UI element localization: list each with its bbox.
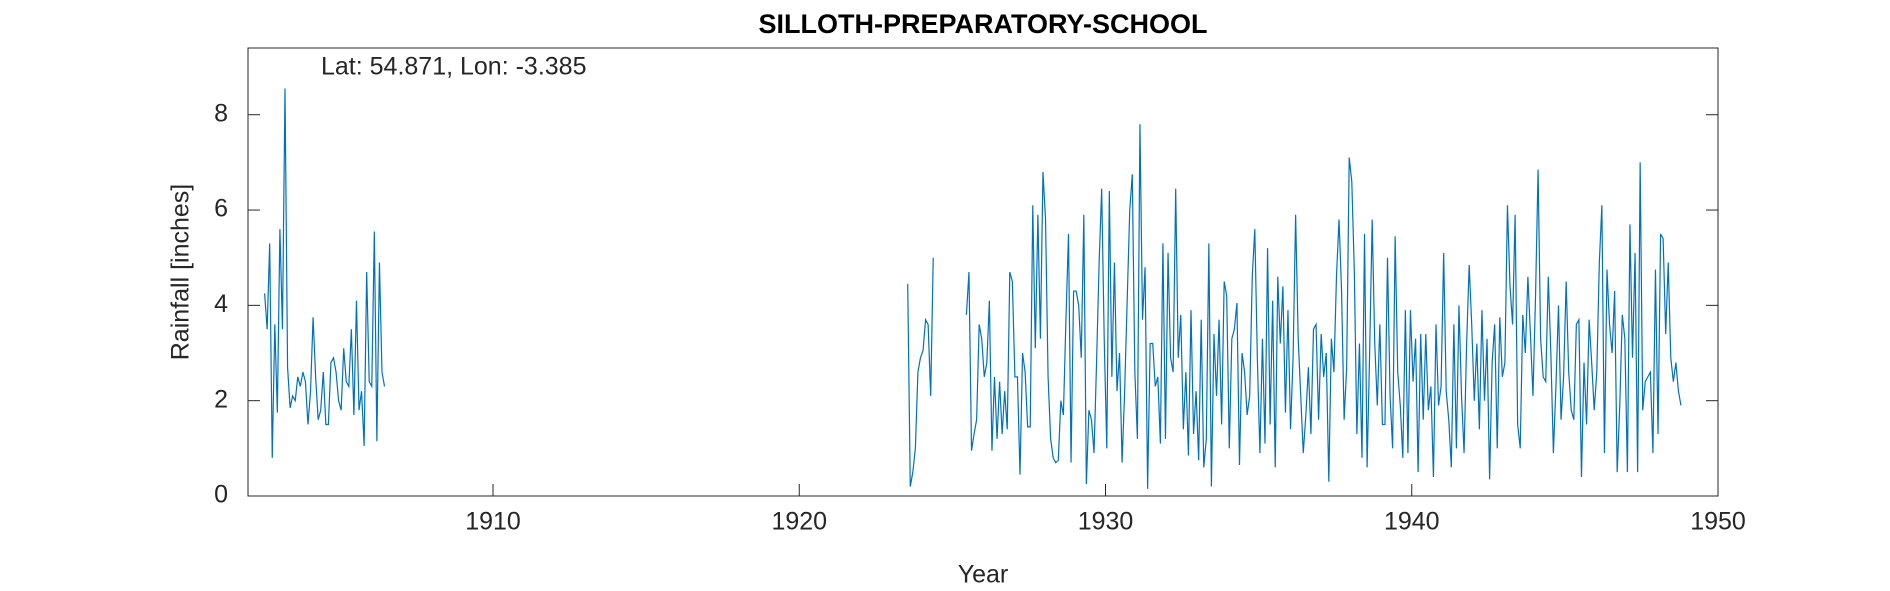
plot-box	[247, 47, 1719, 497]
x-tick-label: 1930	[1078, 508, 1134, 536]
x-axis-label: Year	[958, 561, 1009, 589]
y-tick-label: 0	[214, 481, 228, 509]
chart-title: SILLOTH-PREPARATORY-SCHOOL	[758, 9, 1207, 39]
y-tick-label: 6	[214, 195, 228, 223]
annotation: Lat: 54.871, Lon: -3.385	[321, 53, 587, 81]
y-axis-label: Rainfall [inches]	[167, 184, 195, 360]
x-tick-label: 1920	[771, 508, 827, 536]
y-tick-label: 4	[214, 290, 228, 318]
y-tick-label: 2	[214, 385, 228, 413]
y-tick-label: 8	[214, 99, 228, 127]
x-tick-label: 1910	[465, 508, 521, 536]
x-tick-label: 1940	[1384, 508, 1440, 536]
x-tick-label: 1950	[1690, 508, 1746, 536]
rainfall-line	[264, 88, 1682, 489]
